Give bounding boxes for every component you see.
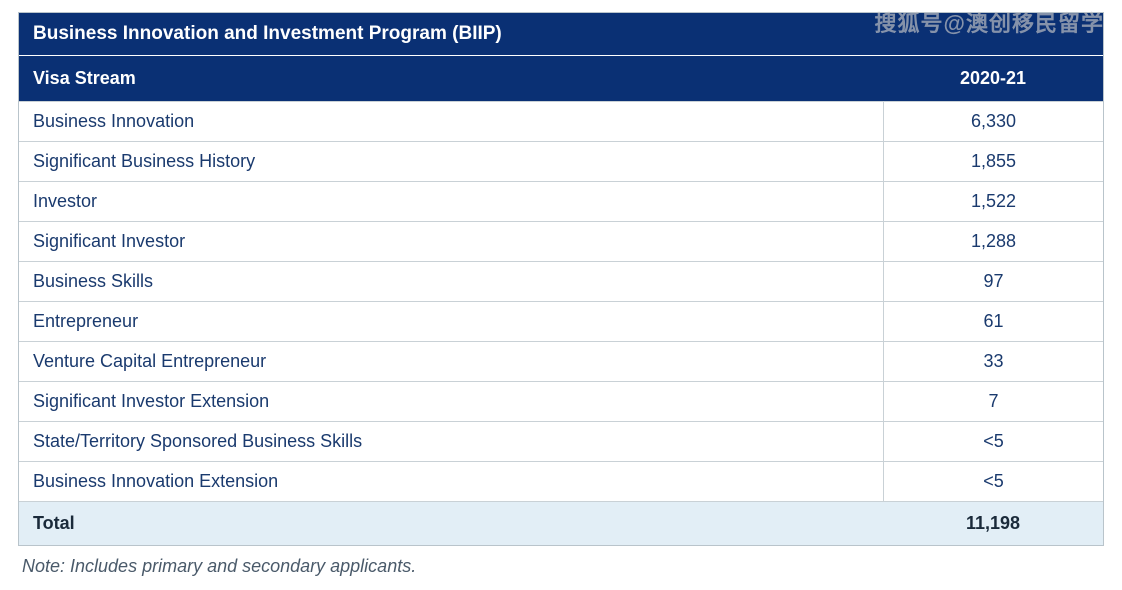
total-label: Total xyxy=(19,502,883,545)
row-label: Significant Investor xyxy=(19,222,883,261)
table-row: Significant Investor1,288 xyxy=(19,221,1103,261)
table-row: Investor1,522 xyxy=(19,181,1103,221)
table-row: Entrepreneur61 xyxy=(19,301,1103,341)
row-label: Entrepreneur xyxy=(19,302,883,341)
row-value: <5 xyxy=(883,422,1103,461)
row-value: 61 xyxy=(883,302,1103,341)
table-row: Venture Capital Entrepreneur33 xyxy=(19,341,1103,381)
row-value: 6,330 xyxy=(883,102,1103,141)
total-value: 11,198 xyxy=(883,502,1103,545)
row-label: State/Territory Sponsored Business Skill… xyxy=(19,422,883,461)
row-label: Significant Business History xyxy=(19,142,883,181)
watermark-text: 搜狐号@澳创移民留学 xyxy=(875,6,1104,38)
table-row: Business Skills97 xyxy=(19,261,1103,301)
table-row: State/Territory Sponsored Business Skill… xyxy=(19,421,1103,461)
row-value: 1,288 xyxy=(883,222,1103,261)
table-total-row: Total 11,198 xyxy=(19,501,1103,545)
table-row: Significant Investor Extension7 xyxy=(19,381,1103,421)
row-label: Venture Capital Entrepreneur xyxy=(19,342,883,381)
row-label: Business Innovation xyxy=(19,102,883,141)
header-year: 2020-21 xyxy=(883,56,1103,101)
row-value: 33 xyxy=(883,342,1103,381)
row-label: Business Skills xyxy=(19,262,883,301)
row-label: Investor xyxy=(19,182,883,221)
row-value: <5 xyxy=(883,462,1103,501)
row-value: 1,855 xyxy=(883,142,1103,181)
header-visa-stream: Visa Stream xyxy=(19,56,883,101)
row-value: 1,522 xyxy=(883,182,1103,221)
footnote: Note: Includes primary and secondary app… xyxy=(18,546,1104,577)
row-value: 7 xyxy=(883,382,1103,421)
table-header-row: Visa Stream 2020-21 xyxy=(19,56,1103,101)
row-value: 97 xyxy=(883,262,1103,301)
table-row: Significant Business History1,855 xyxy=(19,141,1103,181)
biip-table: Business Innovation and Investment Progr… xyxy=(18,12,1104,546)
row-label: Significant Investor Extension xyxy=(19,382,883,421)
table-row: Business Innovation6,330 xyxy=(19,101,1103,141)
table-row: Business Innovation Extension<5 xyxy=(19,461,1103,501)
row-label: Business Innovation Extension xyxy=(19,462,883,501)
